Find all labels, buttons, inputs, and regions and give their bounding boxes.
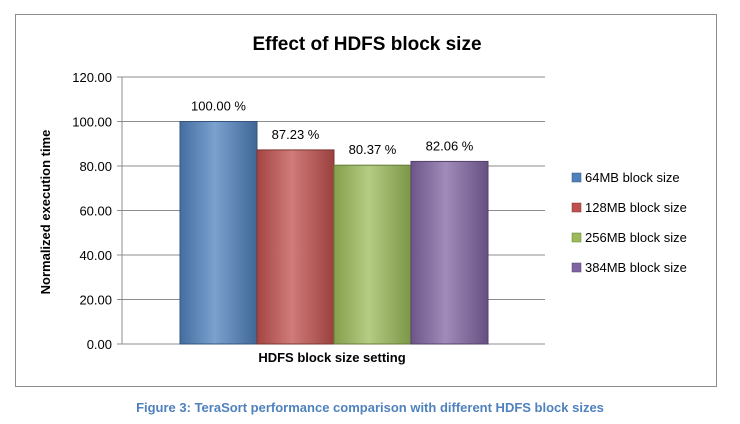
chart-title: Effect of HDFS block size bbox=[252, 34, 481, 55]
bar-4 bbox=[410, 160, 489, 345]
legend-swatch bbox=[571, 262, 582, 273]
legend-swatch bbox=[571, 232, 582, 243]
bar-3 bbox=[333, 164, 412, 345]
y-tick-label: 40.00 bbox=[79, 248, 112, 263]
data-label: 100.00 % bbox=[191, 99, 246, 114]
legend-label: 128MB block size bbox=[585, 200, 687, 215]
y-axis: 0.00 20.00 40.00 60.00 80.00 100.00 120.00 bbox=[72, 70, 123, 352]
y-tick-label: 20.00 bbox=[79, 293, 112, 308]
legend-label: 384MB block size bbox=[585, 260, 687, 275]
legend-label: 64MB block size bbox=[585, 170, 680, 185]
y-axis-label: Normalized execution time bbox=[38, 130, 53, 295]
figure-caption: Figure 3: TeraSort performance compariso… bbox=[136, 400, 604, 415]
y-tick-label: 0.00 bbox=[87, 337, 112, 352]
legend-swatch bbox=[571, 202, 582, 213]
data-label: 87.23 % bbox=[272, 127, 320, 142]
bar-1 bbox=[179, 121, 258, 345]
y-tick-label: 80.00 bbox=[79, 159, 112, 174]
bar-chart: Effect of HDFS block size 0.00 20.00 40.00… bbox=[38, 34, 687, 365]
y-tick-label: 60.00 bbox=[79, 204, 112, 219]
bar-series bbox=[179, 121, 489, 345]
y-tick-label: 120.00 bbox=[72, 70, 112, 85]
y-tick-label: 100.00 bbox=[72, 115, 112, 130]
x-axis-label: HDFS block size setting bbox=[258, 350, 405, 365]
data-labels: 100.00 % 87.23 % 80.37 % 82.06 % bbox=[191, 99, 474, 158]
data-label: 80.37 % bbox=[349, 142, 397, 157]
data-label: 82.06 % bbox=[426, 138, 474, 153]
bar-2 bbox=[256, 149, 335, 345]
legend-label: 256MB block size bbox=[585, 230, 687, 245]
legend-swatch bbox=[571, 172, 582, 183]
legend: 64MB block size 128MB block size 256MB blo… bbox=[571, 170, 687, 275]
